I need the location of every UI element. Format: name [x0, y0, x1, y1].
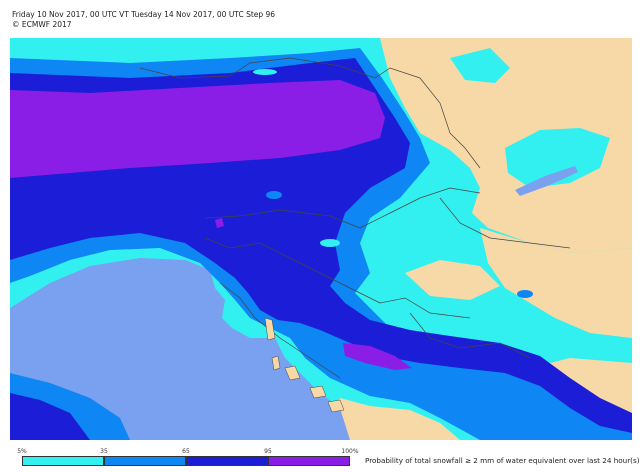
legend: 5% 35 65 95 100% Probability of total sn… — [10, 448, 640, 472]
blue-blob-1 — [266, 191, 282, 199]
cyan-patch-hungary — [505, 128, 610, 188]
legend-swatch-95-100 — [268, 456, 350, 466]
legend-tick-5: 5% — [17, 448, 27, 455]
prob-95-small — [215, 218, 224, 228]
prob-95-core-south — [343, 343, 412, 370]
land-south-coast — [330, 398, 460, 440]
header-copyright: © ECMWF 2017 — [12, 20, 72, 29]
header-title: Friday 10 Nov 2017, 00 UTC VT Tuesday 14… — [12, 10, 276, 19]
legend-tick-100: 100% — [341, 448, 359, 455]
legend-tick-95: 95 — [264, 448, 272, 455]
land-northeast — [380, 38, 632, 253]
lake-balaton — [515, 166, 578, 196]
islands — [264, 317, 345, 413]
sea-adriatic — [10, 258, 350, 440]
country-borders — [139, 57, 571, 379]
legend-tick-35: 35 — [100, 448, 108, 455]
prob-65-southwest — [10, 393, 90, 440]
cyan-blob-2 — [320, 239, 340, 247]
snowfall-probability-map[interactable] — [10, 38, 632, 440]
blue-blob-2 — [517, 290, 533, 298]
legend-caption: Probability of total snowfall ≥ 2 mm of … — [365, 456, 640, 465]
legend-swatch-5-35 — [22, 456, 104, 466]
land-east — [480, 228, 632, 338]
cyan-blob-1 — [253, 69, 277, 75]
legend-swatch-35-65 — [104, 456, 186, 466]
legend-tick-65: 65 — [182, 448, 190, 455]
prob-95-core-north — [10, 80, 385, 178]
land-middle-patch — [405, 260, 500, 300]
legend-swatch-65-95 — [186, 456, 268, 466]
header: Friday 10 Nov 2017, 00 UTC VT Tuesday 14… — [12, 10, 275, 30]
cyan-patch-north — [450, 48, 510, 83]
